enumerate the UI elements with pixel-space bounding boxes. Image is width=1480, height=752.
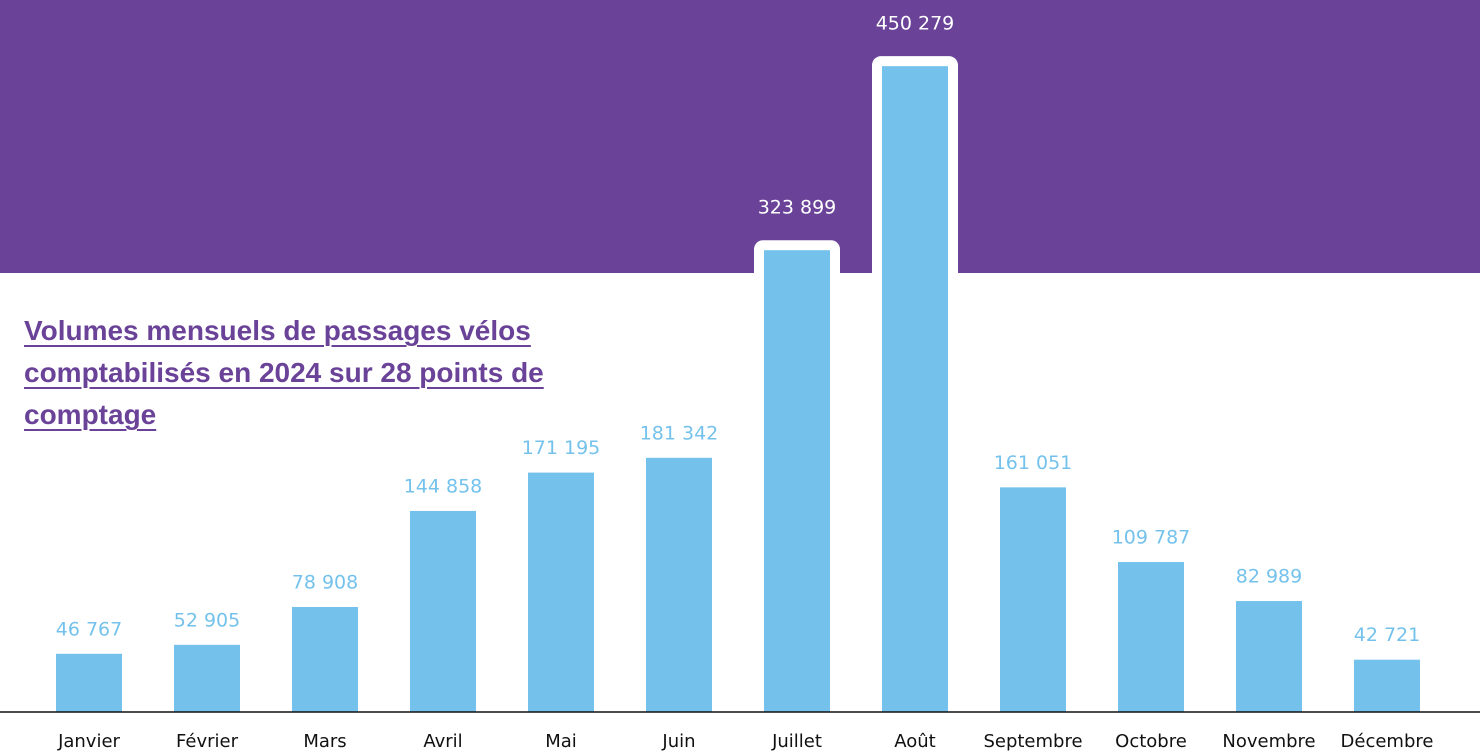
bar (528, 472, 594, 712)
bar (1354, 659, 1420, 712)
value-label: 82 989 (1236, 566, 1302, 588)
bar (56, 653, 122, 712)
x-tick-label: Juillet (771, 731, 822, 752)
x-tick-label: Mai (545, 731, 577, 752)
value-label: 109 787 (1112, 527, 1191, 549)
bar (764, 250, 830, 713)
header-band (0, 0, 1480, 273)
bar (1000, 487, 1066, 712)
value-label: 144 858 (404, 475, 483, 497)
bar (174, 644, 240, 712)
value-label: 78 908 (292, 571, 358, 593)
value-label: 181 342 (640, 422, 719, 444)
x-tick-label: Février (176, 731, 239, 752)
bar (1236, 601, 1302, 712)
value-label: 323 899 (758, 197, 837, 219)
x-tick-label: Septembre (983, 731, 1082, 752)
bar (882, 66, 948, 712)
value-label: 161 051 (994, 452, 1073, 474)
value-label: 450 279 (876, 13, 955, 35)
value-label: 42 721 (1354, 624, 1420, 646)
value-label: 171 195 (522, 437, 601, 459)
x-tick-label: Août (894, 731, 935, 752)
x-tick-label: Juin (661, 731, 695, 752)
bar (1118, 562, 1184, 712)
x-tick-label: Janvier (57, 731, 120, 752)
x-tick-label: Avril (423, 731, 462, 752)
bar (292, 606, 358, 712)
bar (646, 457, 712, 712)
value-label: 52 905 (174, 609, 240, 631)
x-tick-label: Décembre (1341, 731, 1434, 752)
x-tick-label: Octobre (1115, 731, 1187, 752)
x-tick-label: Mars (303, 731, 346, 752)
value-label: 46 767 (56, 618, 122, 640)
bar (410, 510, 476, 712)
chart-title: Volumes mensuels de passages vélos compt… (24, 315, 544, 430)
x-tick-label: Novembre (1222, 731, 1315, 752)
